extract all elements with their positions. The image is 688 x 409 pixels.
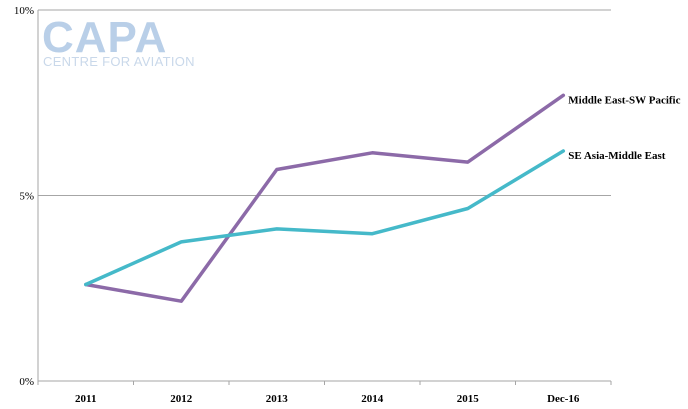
capa-logo: CAPA CENTRE FOR AVIATION: [42, 13, 195, 69]
x-tick-label: 2012: [170, 393, 193, 405]
series-lines: [84, 93, 566, 303]
series-line: [84, 149, 566, 287]
x-tick-label: Dec-16: [547, 393, 580, 405]
logo-main-text: CAPA: [42, 13, 167, 62]
y-tick-label: 5%: [19, 191, 34, 203]
y-axis-ticks: 0% 5% 10%: [14, 5, 34, 388]
series-labels: Middle East-SW Pacific SE Asia-Middle Eas…: [568, 94, 680, 162]
logo-sub-text: CENTRE FOR AVIATION: [43, 54, 195, 69]
x-tick-label: 2015: [457, 393, 480, 405]
series-label: SE Asia-Middle East: [568, 150, 666, 162]
x-axis-ticks: 2011 2012 2013 2014 2015 Dec-16: [37, 381, 612, 405]
y-tick-label: 0%: [19, 376, 34, 388]
series-line: [84, 93, 566, 303]
x-tick-label: 2014: [361, 393, 384, 405]
x-tick-label: 2013: [266, 393, 289, 405]
series-label: Middle East-SW Pacific: [568, 94, 680, 106]
x-tick-label: 2011: [75, 393, 96, 405]
y-tick-label: 10%: [14, 5, 34, 17]
